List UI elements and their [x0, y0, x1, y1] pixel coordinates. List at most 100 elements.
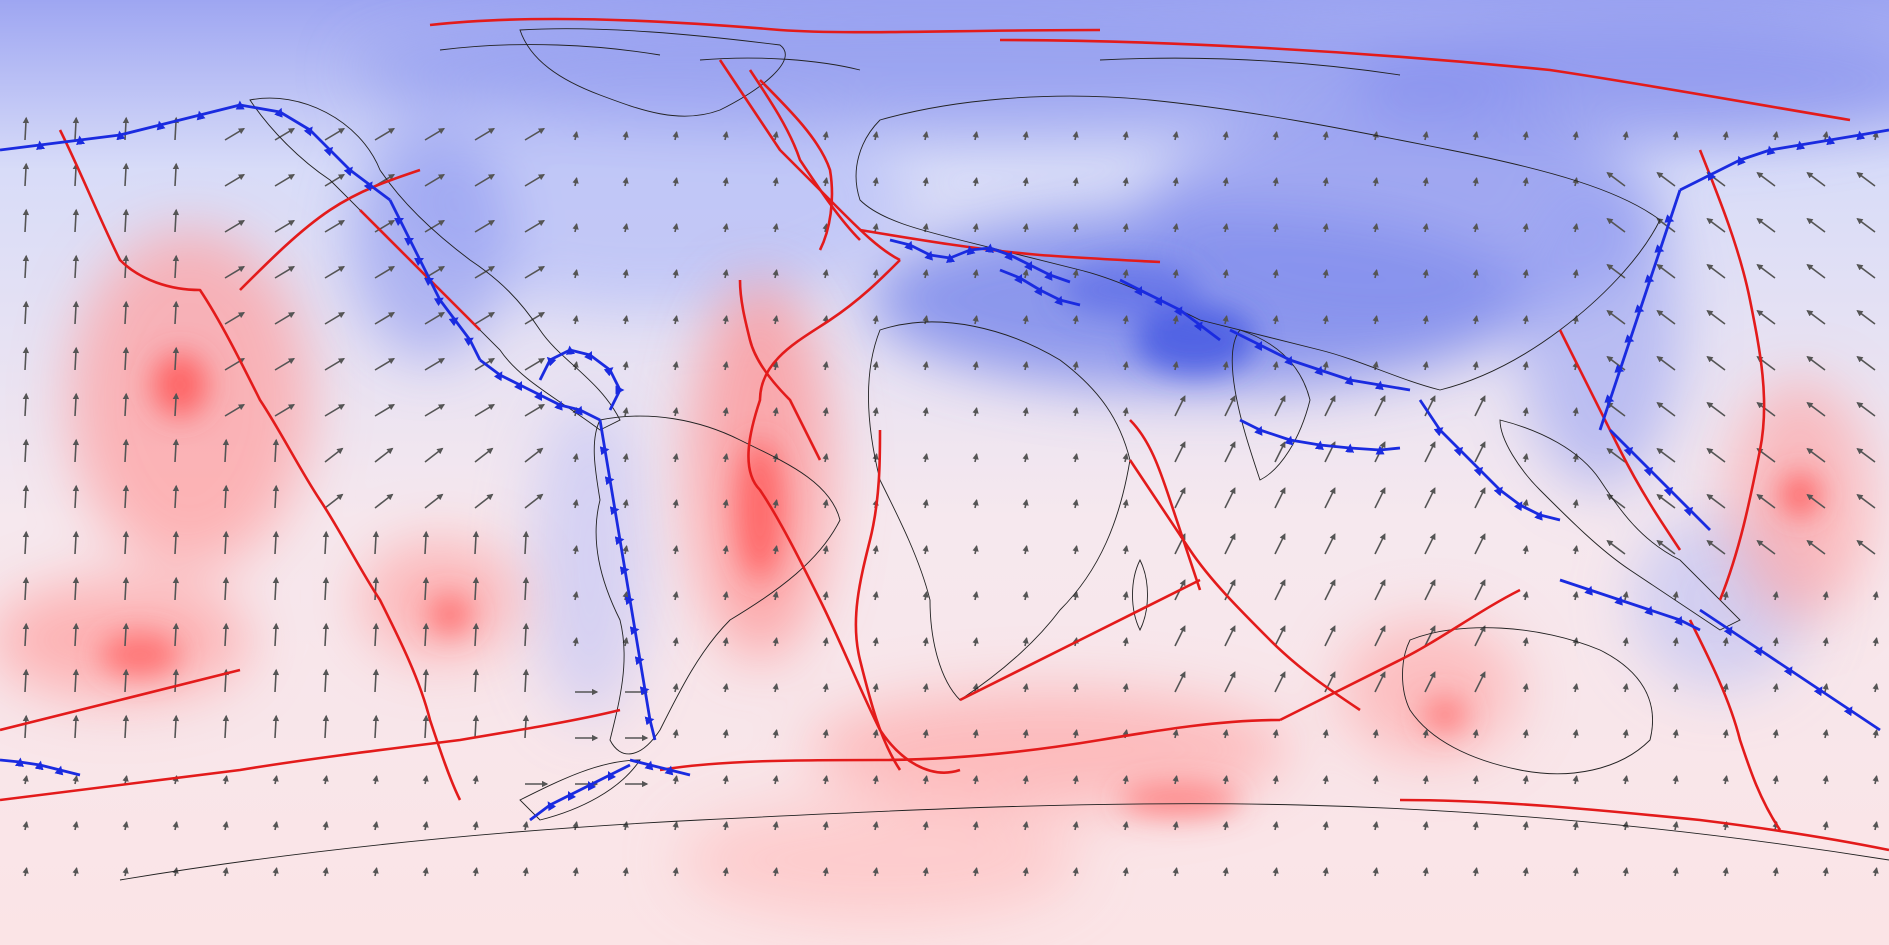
velocity-arrow — [1122, 268, 1129, 279]
velocity-arrow — [922, 498, 929, 509]
velocity-arrow — [1122, 866, 1129, 877]
velocity-arrow — [1174, 487, 1186, 509]
velocity-arrow — [1706, 310, 1726, 325]
velocity-arrow — [972, 866, 979, 877]
velocity-arrow — [922, 544, 929, 555]
velocity-arrow — [972, 130, 979, 141]
velocity-arrow — [1572, 498, 1579, 509]
velocity-arrow — [1772, 866, 1779, 877]
velocity-arrow — [1172, 728, 1179, 739]
velocity-arrow — [1372, 176, 1379, 187]
velocity-arrow — [222, 714, 230, 739]
velocity-arrow — [672, 728, 679, 739]
velocity-arrow — [122, 484, 130, 509]
velocity-arrow — [1272, 268, 1279, 279]
velocity-arrow — [1572, 728, 1579, 739]
velocity-arrow — [1272, 820, 1279, 831]
ridge-south-atlantic — [854, 429, 902, 771]
velocity-arrow — [872, 590, 879, 601]
velocity-arrow — [172, 484, 180, 509]
velocity-arrow — [1172, 866, 1179, 877]
velocity-arrow — [872, 774, 879, 785]
velocity-arrow — [172, 254, 180, 279]
velocity-arrow — [1274, 671, 1286, 693]
velocity-arrow — [722, 636, 729, 647]
velocity-arrow — [1324, 625, 1336, 647]
velocity-arrow — [122, 300, 130, 325]
velocity-arrow — [1372, 130, 1379, 141]
velocity-arrow — [1756, 218, 1776, 233]
velocity-arrow — [1706, 448, 1726, 463]
velocity-arrow — [1606, 494, 1626, 509]
velocity-arrow — [1806, 264, 1826, 279]
velocity-arrow — [474, 493, 494, 509]
velocity-arrow — [1672, 866, 1679, 877]
velocity-arrow — [524, 312, 545, 325]
velocity-arrow — [1172, 222, 1179, 233]
velocity-arrow — [524, 174, 545, 187]
velocity-arrow — [1522, 130, 1529, 141]
velocity-arrow — [972, 222, 979, 233]
velocity-arrow — [524, 358, 545, 371]
velocity-arrow — [572, 314, 579, 325]
velocity-arrow — [972, 820, 979, 831]
velocity-arrow — [622, 866, 629, 877]
velocity-arrow — [972, 682, 979, 693]
velocity-arrow — [222, 530, 230, 555]
velocity-arrow — [22, 300, 30, 325]
velocity-arrow — [1174, 395, 1186, 417]
velocity-arrow — [822, 130, 829, 141]
velocity-arrow — [1474, 533, 1486, 555]
velocity-arrow — [1572, 682, 1579, 693]
velocity-arrow — [1572, 130, 1579, 141]
velocity-arrow — [572, 498, 579, 509]
velocity-arrow — [1856, 402, 1876, 417]
velocity-arrow — [1522, 360, 1529, 371]
velocity-arrow — [1422, 130, 1429, 141]
velocity-arrow — [524, 128, 545, 141]
ridge-antarctic — [659, 718, 1281, 772]
velocity-arrow — [22, 116, 30, 141]
velocity-arrow — [872, 728, 879, 739]
velocity-arrow — [722, 268, 729, 279]
velocity-arrow — [272, 438, 280, 463]
velocity-arrow — [822, 222, 829, 233]
velocity-arrow — [1806, 540, 1826, 555]
ridge-atlantic-central — [738, 279, 822, 461]
velocity-arrow — [622, 176, 629, 187]
velocity-arrow — [1424, 441, 1436, 463]
velocity-arrow — [1222, 820, 1229, 831]
velocity-arrow — [572, 636, 579, 647]
velocity-arrow — [272, 622, 280, 647]
velocity-arrow — [772, 498, 779, 509]
ridge-arctic-north — [429, 17, 1101, 34]
subduction-alpine — [999, 268, 1081, 307]
velocity-arrow — [1072, 222, 1079, 233]
velocity-arrow — [372, 530, 380, 555]
velocity-arrow — [872, 130, 879, 141]
velocity-arrow — [672, 222, 679, 233]
velocity-arrow — [1274, 533, 1286, 555]
velocity-arrow — [1872, 636, 1879, 647]
velocity-arrow — [1274, 395, 1286, 417]
velocity-arrow — [1706, 356, 1726, 371]
velocity-arrow — [1122, 774, 1129, 785]
velocity-arrow — [1272, 728, 1279, 739]
velocity-arrow — [1522, 774, 1529, 785]
velocity-arrow — [1622, 636, 1629, 647]
velocity-arrow — [274, 312, 295, 325]
velocity-arrow — [122, 668, 130, 693]
velocity-arrow — [1322, 268, 1329, 279]
velocity-arrow — [722, 728, 729, 739]
velocity-arrow — [1222, 222, 1229, 233]
velocity-arrow — [72, 622, 80, 647]
velocity-arrow — [972, 498, 979, 509]
velocity-arrow — [1856, 356, 1876, 371]
velocity-arrow — [1172, 774, 1179, 785]
velocity-arrow — [822, 406, 829, 417]
velocity-arrow — [172, 576, 180, 601]
velocity-arrow — [374, 447, 394, 463]
velocity-arrow — [922, 452, 929, 463]
